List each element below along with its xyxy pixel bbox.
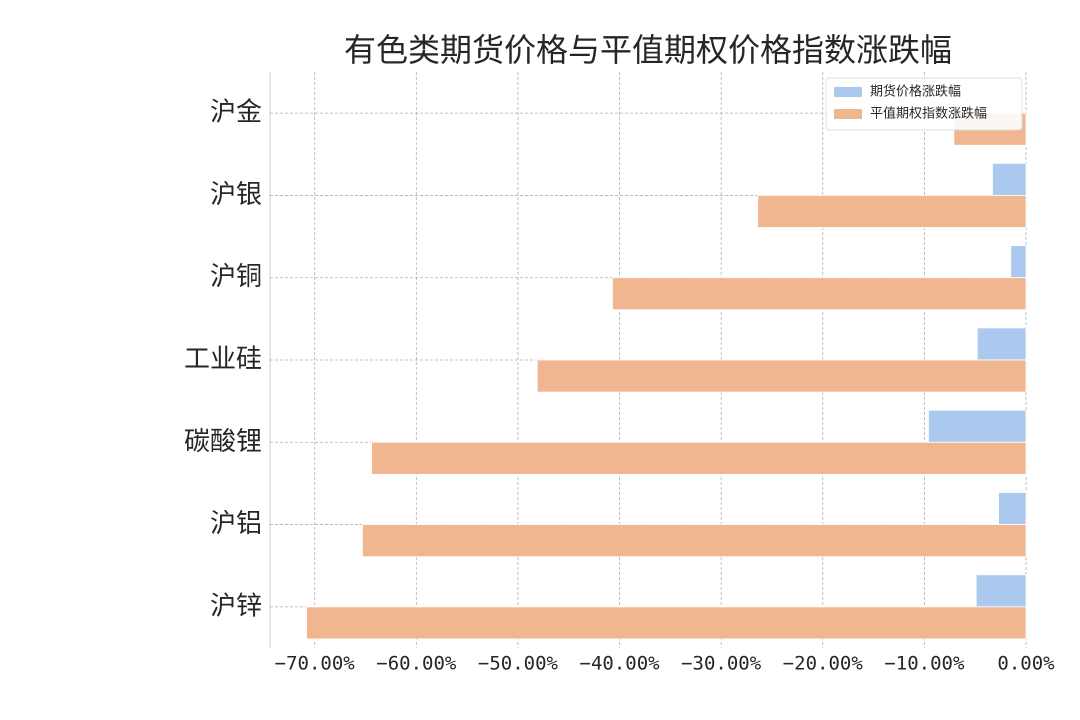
y-tick-label: 沪金 (210, 98, 262, 128)
legend-swatch (834, 87, 862, 97)
bar (362, 524, 1027, 558)
legend-box (825, 77, 1023, 131)
bar (998, 492, 1027, 525)
x-tick-label: −60.00% (376, 653, 457, 675)
x-tick-label: 0.00% (997, 653, 1055, 675)
y-tick-label: 工业硅 (184, 345, 262, 375)
y-tick-label: 碳酸锂 (184, 427, 262, 457)
legend-label: 平值期权指数涨跌幅 (870, 106, 987, 122)
bar (612, 277, 1027, 311)
x-tick-label: −20.00% (783, 653, 864, 675)
bar (371, 441, 1027, 475)
bar (306, 606, 1027, 640)
x-tick-label: −30.00% (681, 653, 762, 675)
y-tick-label: 沪铜 (210, 262, 262, 292)
legend-label: 期货价格涨跌幅 (870, 84, 961, 100)
bar (976, 327, 1027, 361)
x-tick-label: −40.00% (580, 653, 661, 675)
y-tick-label: 沪铝 (210, 509, 262, 539)
y-tick-label: 沪锌 (210, 591, 262, 621)
bar (1010, 245, 1027, 279)
y-tick-label: 沪银 (210, 180, 262, 210)
chart-title: 有色类期货价格与平值期权价格指数涨跌幅 (344, 31, 952, 69)
x-tick-label: −10.00% (884, 653, 965, 675)
bar (992, 162, 1027, 196)
legend-swatch (834, 109, 862, 119)
x-tick-label: −50.00% (478, 653, 559, 675)
bar (928, 409, 1027, 443)
bar (757, 195, 1027, 228)
x-tick-label: −70.00% (275, 653, 356, 675)
bar (975, 574, 1027, 608)
bar (536, 359, 1027, 393)
